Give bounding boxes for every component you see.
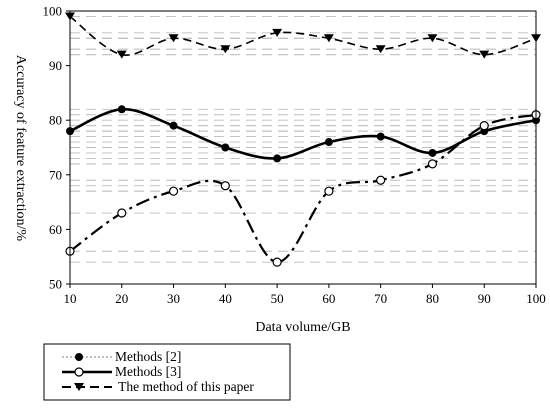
x-tick-label: 80 (426, 291, 439, 306)
data-point (376, 175, 386, 185)
data-point (220, 181, 230, 191)
data-point (273, 154, 282, 163)
legend-marker-series-2 (74, 367, 84, 377)
data-point (168, 34, 179, 43)
data-point (272, 257, 282, 267)
data-point (272, 28, 283, 37)
y-tick-label: 70 (49, 167, 62, 182)
series-layer (65, 12, 541, 267)
data-point (324, 186, 334, 196)
series-line (69, 113, 537, 264)
y-tick-label: 60 (49, 222, 62, 237)
legend-label-series-1: Methods [2] (115, 349, 181, 364)
data-point (323, 34, 334, 43)
data-point (169, 121, 178, 130)
plot-frame (69, 10, 537, 285)
data-point (324, 138, 333, 147)
data-point (427, 159, 438, 169)
data-point (117, 105, 126, 114)
legend-marker-series-3 (74, 383, 84, 391)
series-3 (65, 12, 541, 59)
data-point (428, 148, 437, 157)
y-axis-label: Accuracy of feature extraction/% (13, 55, 28, 242)
x-tick-label: 40 (219, 291, 232, 306)
data-point (220, 45, 231, 54)
y-tick-label: 50 (49, 277, 62, 292)
data-point (479, 121, 489, 131)
x-tick-label: 50 (271, 291, 284, 306)
data-point (116, 50, 127, 59)
y-tick-label: 90 (49, 58, 62, 73)
x-tick-label: 90 (478, 291, 491, 306)
x-tick-label: 100 (526, 291, 546, 306)
grid-lines (70, 16, 536, 263)
x-tick-label: 70 (374, 291, 387, 306)
series-2 (65, 110, 541, 267)
data-point (168, 186, 179, 196)
x-axis-label: Data volume/GB (255, 320, 350, 335)
series-line (69, 15, 537, 56)
y-tick-label: 100 (43, 4, 63, 19)
x-tick-label: 60 (322, 291, 335, 306)
legend-label-series-3: The method of this paper (115, 379, 254, 394)
data-point (117, 208, 127, 218)
series-1 (66, 105, 540, 163)
data-point (427, 34, 438, 43)
legend-label-series-2: Methods [3] (115, 364, 181, 379)
y-tick-label: 80 (49, 113, 62, 128)
data-point (375, 45, 386, 54)
y-axis-ticks: 50 60 70 80 90 100 (43, 4, 70, 292)
data-point (221, 143, 230, 152)
x-tick-label: 10 (64, 291, 77, 306)
x-tick-label: 30 (167, 291, 180, 306)
legend: Methods [2] Methods [3] The method of th… (43, 343, 291, 401)
legend-marker-series-1 (75, 353, 83, 361)
data-point (376, 132, 385, 141)
x-axis-ticks: 10 20 30 40 50 60 70 80 90 100 (64, 284, 546, 306)
series-line (69, 107, 537, 160)
x-tick-label: 20 (115, 291, 128, 306)
data-point (479, 50, 490, 59)
